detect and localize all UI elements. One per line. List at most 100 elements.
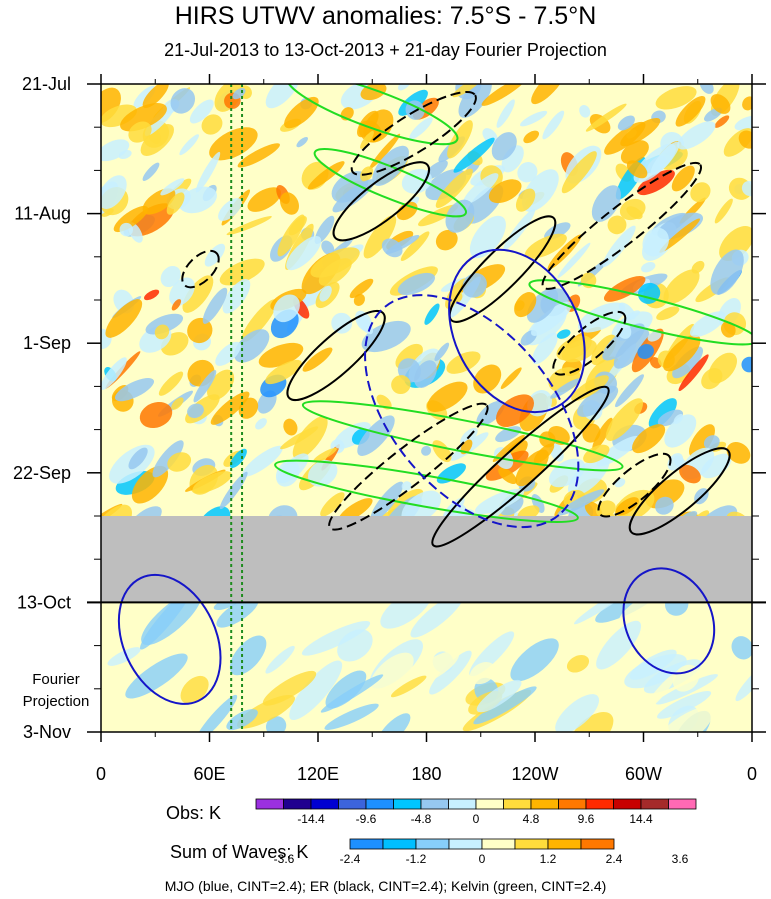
field-blob — [226, 216, 272, 236]
waves-colorbar-swatch — [415, 838, 450, 850]
field-blob — [391, 375, 411, 395]
field-blob — [204, 243, 226, 267]
field-blob — [182, 275, 214, 313]
field-blob — [360, 130, 374, 149]
projection-blob — [194, 694, 238, 732]
projection-blob — [324, 703, 379, 730]
chart-title: HIRS UTWV anomalies: 7.5°S - 7.5°N — [174, 2, 597, 30]
field-blob — [286, 235, 322, 271]
projection-blob — [672, 664, 700, 692]
field-blob — [690, 182, 711, 203]
er-contour — [181, 249, 220, 289]
projection-blob — [376, 713, 411, 732]
field-blob — [657, 212, 704, 240]
y-tick-label: 11-Aug — [14, 204, 71, 224]
anomaly-field — [101, 84, 752, 732]
obs-colorbar-swatch — [585, 798, 614, 810]
kelvin-contour — [528, 279, 752, 346]
field-blob — [265, 84, 300, 109]
projection-blob — [289, 660, 343, 721]
field-blob — [424, 303, 440, 325]
field-blob — [320, 492, 345, 517]
obs-colorbar-swatch — [475, 798, 504, 810]
field-blob — [498, 467, 517, 485]
waves-colorbar-tick-label: 1.2 — [540, 852, 557, 866]
kelvin-contour — [274, 459, 579, 523]
field-blob — [202, 287, 228, 324]
field-blob — [514, 292, 537, 318]
field-blob — [714, 198, 733, 224]
field-blob — [655, 86, 697, 110]
field-blob — [615, 497, 639, 516]
obs-colorbar-swatch — [255, 798, 284, 810]
field-blob — [331, 312, 353, 334]
waves-colorbar-tick-label: -1.2 — [406, 852, 427, 866]
field-blob — [679, 464, 701, 484]
field-blob — [283, 418, 298, 436]
field-blob — [632, 424, 666, 454]
projection-blob — [390, 675, 427, 698]
projection-blob — [369, 652, 414, 694]
field-blob — [142, 84, 169, 109]
field-blob — [488, 179, 522, 204]
field-blob — [585, 103, 627, 132]
projection-blob — [180, 675, 209, 705]
field-blob — [515, 449, 549, 487]
field-blob — [602, 323, 645, 361]
er-contour — [597, 452, 672, 518]
waves-colorbar-swatch — [382, 838, 417, 850]
field-blob — [435, 229, 458, 251]
field-blob — [179, 134, 200, 156]
obs-colorbar-swatch — [613, 798, 642, 810]
field-blob — [313, 447, 337, 463]
y-tick-label: 1-Sep — [23, 333, 71, 353]
field-blob — [663, 269, 700, 304]
field-blob — [152, 440, 184, 478]
field-blob — [401, 168, 432, 194]
field-blob — [734, 115, 752, 131]
field-blob — [397, 272, 436, 296]
x-tick-label: 0 — [747, 764, 757, 784]
field-blob — [613, 329, 650, 369]
field-blob — [515, 188, 536, 212]
field-blob — [741, 181, 752, 197]
field-blob — [671, 165, 695, 192]
projection-blob — [410, 592, 464, 638]
field-blob — [657, 409, 684, 427]
projection-blob — [510, 638, 559, 682]
field-blob — [462, 173, 499, 205]
field-blob — [349, 278, 374, 299]
x-tick-label: 120E — [297, 764, 339, 784]
kelvin-contour — [313, 148, 467, 218]
field-blob — [663, 334, 701, 372]
field-blob — [678, 354, 709, 392]
projection-blob — [429, 650, 472, 695]
field-blob — [292, 416, 328, 460]
field-blob — [158, 371, 184, 396]
field-blob — [714, 115, 730, 128]
field-blob — [579, 105, 591, 118]
y-tick-label: 22-Sep — [13, 463, 71, 483]
projection-blob — [473, 686, 537, 725]
field-blob — [655, 496, 674, 515]
projection-blob — [301, 620, 371, 656]
obs-colorbar-tick-label: 4.8 — [523, 812, 540, 826]
field-blob — [302, 347, 333, 372]
field-blob — [641, 262, 656, 273]
field-blob — [701, 453, 732, 479]
field-blob — [557, 489, 605, 516]
field-blob — [626, 160, 648, 179]
field-blob — [258, 342, 304, 368]
obs-colorbar-swatch — [338, 798, 367, 810]
field-blob — [605, 398, 644, 441]
field-blob — [215, 341, 241, 366]
field-blob — [142, 188, 176, 215]
field-blob — [210, 391, 250, 425]
field-blob — [532, 332, 558, 365]
projection-blob — [287, 612, 309, 629]
field-blob — [427, 381, 468, 412]
er-contour — [328, 402, 489, 531]
field-blob — [280, 426, 319, 450]
field-blob — [114, 377, 155, 402]
field-blob — [284, 96, 319, 129]
